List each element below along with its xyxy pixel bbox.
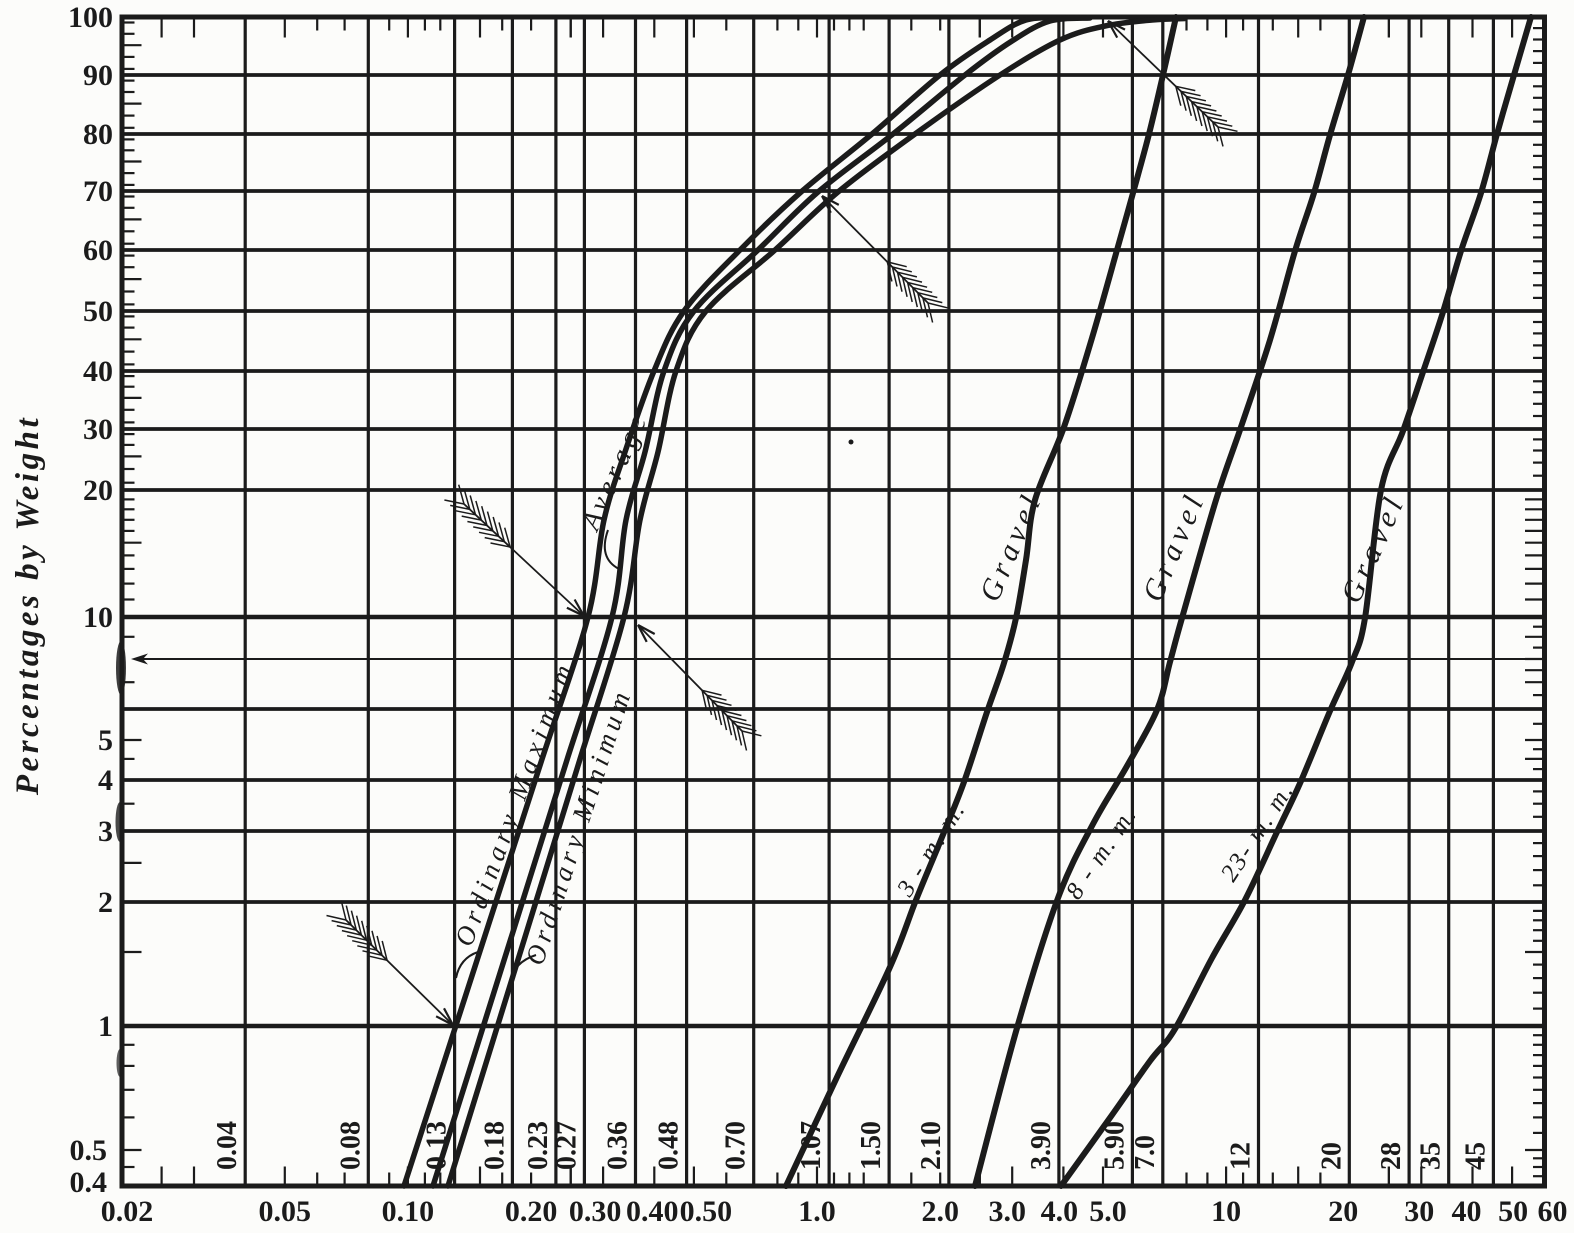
svg-text:1: 1 xyxy=(98,1010,113,1043)
svg-text:1.07: 1.07 xyxy=(796,1121,827,1170)
svg-text:0.02: 0.02 xyxy=(101,1195,154,1228)
svg-text:0.05: 0.05 xyxy=(259,1195,312,1228)
svg-text:60: 60 xyxy=(83,234,113,267)
svg-text:40: 40 xyxy=(83,355,113,388)
svg-text:0.10: 0.10 xyxy=(382,1195,435,1228)
svg-text:50: 50 xyxy=(1498,1195,1528,1228)
svg-text:0.23: 0.23 xyxy=(523,1121,554,1170)
svg-text:28: 28 xyxy=(1376,1142,1407,1170)
svg-text:3.0: 3.0 xyxy=(988,1195,1026,1228)
svg-text:100: 100 xyxy=(68,1,113,34)
svg-text:1.50: 1.50 xyxy=(856,1121,887,1170)
svg-text:0.48: 0.48 xyxy=(654,1121,685,1170)
svg-text:80: 80 xyxy=(83,118,113,151)
svg-text:4.0: 4.0 xyxy=(1041,1195,1079,1228)
svg-text:70: 70 xyxy=(83,175,113,208)
svg-text:0.18: 0.18 xyxy=(479,1121,510,1170)
svg-text:30: 30 xyxy=(1404,1195,1434,1228)
svg-text:20: 20 xyxy=(1328,1195,1358,1228)
svg-text:5.90: 5.90 xyxy=(1099,1121,1130,1170)
svg-text:Percentages by Weight: Percentages by Weight xyxy=(10,415,46,796)
svg-text:2: 2 xyxy=(98,886,113,919)
svg-text:5: 5 xyxy=(98,724,113,757)
svg-text:0.30: 0.30 xyxy=(569,1195,622,1228)
svg-text:10: 10 xyxy=(1211,1195,1241,1228)
svg-text:60: 60 xyxy=(1538,1195,1568,1228)
svg-text:0.36: 0.36 xyxy=(603,1121,634,1170)
svg-text:7.0: 7.0 xyxy=(1130,1135,1161,1170)
svg-text:0.50: 0.50 xyxy=(680,1195,733,1228)
svg-text:20: 20 xyxy=(83,474,113,507)
svg-text:45: 45 xyxy=(1460,1142,1491,1170)
svg-text:3: 3 xyxy=(98,815,113,848)
svg-text:40: 40 xyxy=(1452,1195,1482,1228)
svg-text:12: 12 xyxy=(1226,1142,1257,1170)
svg-text:0.5: 0.5 xyxy=(70,1134,108,1167)
svg-text:10: 10 xyxy=(83,601,113,634)
svg-text:30: 30 xyxy=(83,413,113,446)
svg-text:0.27: 0.27 xyxy=(551,1121,582,1170)
svg-text:20: 20 xyxy=(1316,1142,1347,1170)
svg-text:35: 35 xyxy=(1416,1142,1447,1170)
svg-text:1.0: 1.0 xyxy=(798,1195,836,1228)
svg-text:90: 90 xyxy=(83,59,113,92)
svg-text:4: 4 xyxy=(98,764,113,797)
svg-text:0.08: 0.08 xyxy=(335,1121,366,1170)
svg-text:0.4: 0.4 xyxy=(70,1166,108,1199)
svg-text:5.0: 5.0 xyxy=(1089,1195,1127,1228)
svg-text:0.20: 0.20 xyxy=(505,1195,558,1228)
svg-text:0.70: 0.70 xyxy=(721,1121,752,1170)
svg-text:50: 50 xyxy=(83,295,113,328)
svg-text:0.40: 0.40 xyxy=(626,1195,679,1228)
svg-text:0.13: 0.13 xyxy=(422,1121,453,1170)
svg-text:3.90: 3.90 xyxy=(1026,1121,1057,1170)
svg-text:2.10: 2.10 xyxy=(916,1121,947,1170)
svg-text:2.0: 2.0 xyxy=(921,1195,959,1228)
svg-text:0.04: 0.04 xyxy=(212,1121,243,1170)
